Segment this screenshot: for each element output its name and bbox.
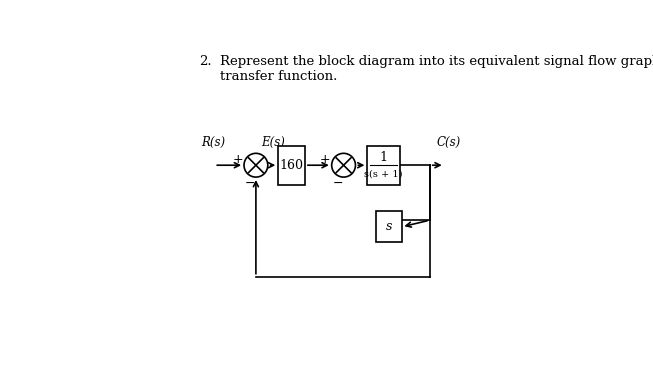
Text: s: s [386,220,392,234]
Text: Represent the block diagram into its equivalent signal flow graph and find its
t: Represent the block diagram into its equ… [220,55,653,83]
Text: −: − [332,177,343,190]
Text: R(s): R(s) [200,136,225,149]
Text: +: + [320,153,330,166]
Text: −: − [245,177,255,190]
Bar [278,146,305,185]
Text: C(s): C(s) [437,136,461,149]
Text: 1: 1 [379,151,388,164]
Text: E(s): E(s) [261,136,285,149]
Bar [376,211,402,242]
Text: 2.: 2. [199,55,212,68]
Text: +: + [232,153,243,166]
Text: 160: 160 [279,159,304,172]
Bar [368,146,400,185]
Text: s(s + 1): s(s + 1) [364,169,403,179]
